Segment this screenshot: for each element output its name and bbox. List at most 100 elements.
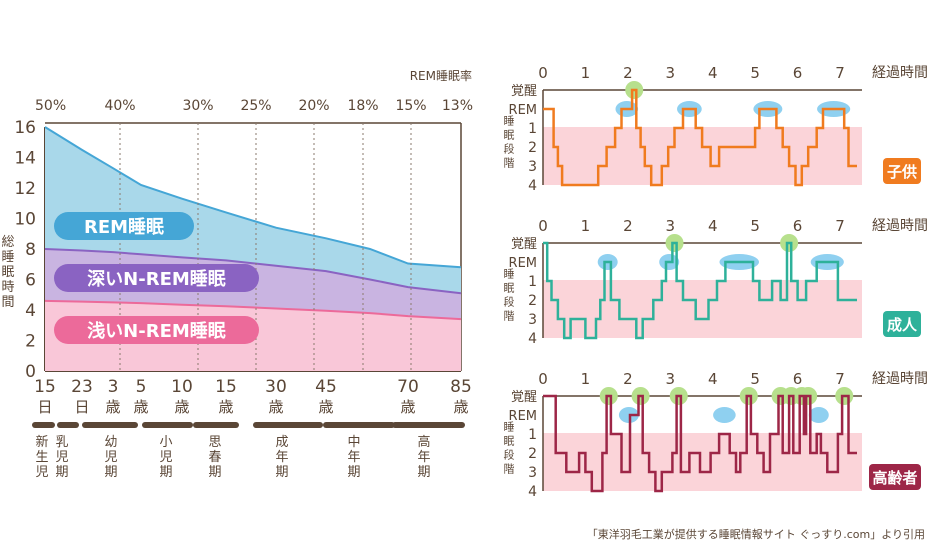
elapsed-hour-tick: 7 (835, 217, 845, 235)
life-stage-label-char: 中 (347, 435, 360, 450)
age-label-unit: 歳 (218, 398, 233, 416)
panel-label: 成人 (887, 316, 918, 334)
life-stage-label-char: 期 (104, 465, 117, 480)
panel-label-badge (869, 464, 921, 490)
legend-pill-deep-nrem (54, 264, 259, 292)
elapsed-hour-tick: 5 (750, 217, 760, 235)
rem-marker (808, 407, 829, 423)
elapsed-hour-tick: 0 (538, 370, 548, 388)
stage-label: REM (509, 409, 537, 424)
age-label-unit: 歳 (268, 398, 283, 416)
rem-rate-label: 25% (240, 98, 271, 114)
legend-pill-label: 深いN-REM睡眠 (87, 268, 226, 290)
y-axis-label-char: 間 (1, 295, 14, 310)
legend-pill-rem (54, 212, 194, 240)
elapsed-time-title: 経過時間 (872, 371, 928, 387)
light-nrem-line (44, 299, 462, 321)
rem-rate-title: REM睡眠率 (410, 68, 472, 83)
stage-side-label-char: 睡 (504, 420, 515, 433)
y-tick-label: 4 (25, 301, 36, 321)
stage-side-label-char: 眠 (504, 128, 515, 141)
age-label-number: 85 (450, 377, 472, 397)
sleep-stage-line (543, 241, 857, 340)
elapsed-hour-tick: 3 (666, 217, 676, 235)
stage-label: 3 (528, 159, 537, 175)
life-stage-label-char: 乳 (55, 435, 68, 450)
stage-label: 3 (528, 465, 537, 481)
stage-side-label-char: 段 (504, 447, 515, 461)
life-stage-label-char: 期 (208, 465, 221, 480)
elapsed-hour-tick: 6 (793, 217, 803, 235)
stage-label: 1 (528, 121, 537, 137)
age-label-unit: 歳 (318, 398, 333, 416)
age-label-unit: 日 (37, 398, 52, 416)
stage-side-label-char: 段 (504, 141, 515, 155)
elapsed-hour-tick: 2 (623, 370, 633, 388)
stage-label: 覚醒 (511, 390, 537, 405)
rem-line (44, 126, 462, 269)
stage-side-label-char: 睡 (504, 267, 515, 280)
rem-marker (713, 407, 736, 423)
age-label-unit: 日 (74, 398, 89, 416)
elapsed-hour-tick: 4 (708, 370, 718, 388)
age-label-unit: 歳 (453, 398, 468, 416)
legend-pill-label: 浅いN-REM睡眠 (87, 320, 226, 342)
stage-label: 3 (528, 312, 537, 328)
age-label-number: 5 (136, 377, 147, 397)
life-stage-label-char: 年 (275, 450, 288, 465)
age-label-number: 45 (315, 377, 337, 397)
y-tick-label: 16 (14, 118, 36, 138)
stage-label: REM (509, 256, 537, 271)
age-label-number: 3 (108, 377, 119, 397)
rem-rate-label: 30% (182, 98, 213, 114)
stage-label: REM (509, 103, 537, 118)
age-label-number: 15 (34, 377, 56, 397)
rem-area (45, 127, 461, 294)
stage-side-label-char: 眠 (504, 281, 515, 294)
stage-label: 4 (528, 484, 537, 500)
rem-rate-label: 20% (298, 98, 329, 114)
sleep-stage-line (543, 88, 857, 187)
age-label-number: 15 (215, 377, 237, 397)
y-axis-label-char: 総 (1, 235, 14, 250)
age-label-unit: 歳 (133, 398, 148, 416)
age-label-number: 30 (265, 377, 287, 397)
elapsed-hour-tick: 2 (623, 64, 633, 82)
life-stage-label-char: 思 (208, 435, 221, 450)
stage-label: 2 (528, 293, 537, 309)
rem-rate-label: 18% (347, 98, 378, 114)
panel-label: 子供 (887, 163, 917, 181)
panel-label-badge (883, 311, 921, 337)
stage-side-label-char: 段 (504, 294, 515, 308)
y-tick-label: 0 (25, 362, 36, 382)
life-stage-label-char: 児 (159, 450, 172, 465)
stage-side-label-char: 眠 (504, 434, 515, 447)
elapsed-hour-tick: 7 (835, 370, 845, 388)
rem-rate-label: 13% (442, 98, 473, 114)
life-stage-label-char: 生 (35, 450, 48, 465)
elapsed-hour-tick: 3 (666, 64, 676, 82)
elapsed-hour-tick: 5 (750, 370, 760, 388)
stage-label: 2 (528, 446, 537, 462)
elapsed-hour-tick: 0 (538, 64, 548, 82)
elapsed-hour-tick: 7 (835, 64, 845, 82)
age-label-unit: 歳 (400, 398, 415, 416)
y-axis-label-char: 睡 (1, 250, 14, 265)
stage-side-label-char: 階 (504, 155, 515, 169)
elapsed-hour-tick: 1 (581, 64, 591, 82)
panel-label-badge (883, 158, 921, 184)
elapsed-time-title: 経過時間 (872, 65, 928, 81)
elapsed-hour-tick: 0 (538, 217, 548, 235)
elapsed-time-title: 経過時間 (872, 218, 928, 234)
stage-label: 2 (528, 140, 537, 156)
life-stage-label-char: 期 (275, 465, 288, 480)
life-stage-label-char: 期 (347, 465, 360, 480)
stage-label: 1 (528, 274, 537, 290)
elapsed-hour-tick: 1 (581, 217, 591, 235)
sleep-stage-band (543, 433, 862, 491)
